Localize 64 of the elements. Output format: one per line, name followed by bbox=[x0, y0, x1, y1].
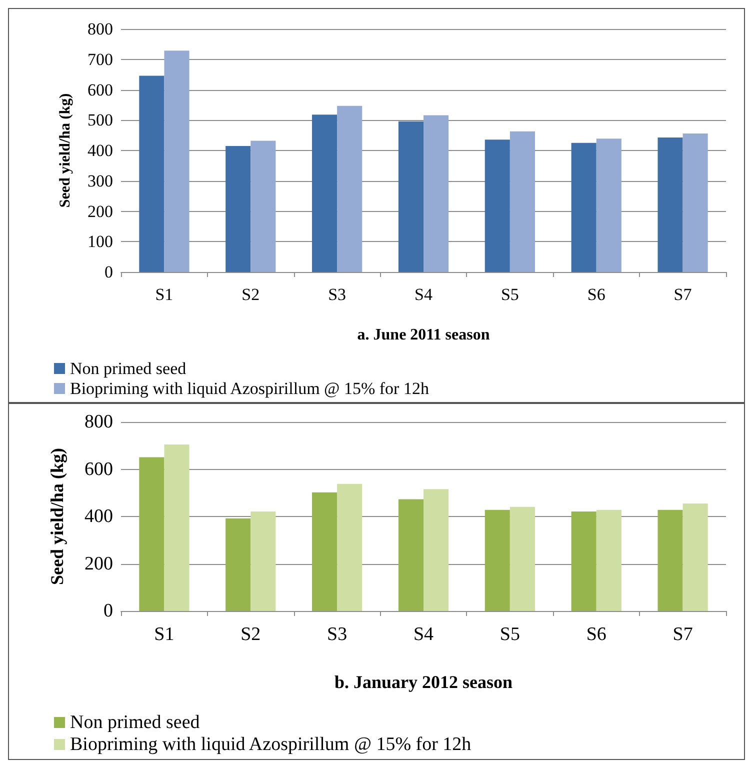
bar bbox=[424, 489, 449, 611]
bar bbox=[398, 499, 424, 611]
y-tick-label: 600 bbox=[84, 458, 113, 480]
x-tick-label: S4 bbox=[413, 624, 434, 645]
x-tick-label: S4 bbox=[414, 285, 433, 304]
legend-label: Biopriming with liquid Azospirillum @ 15% for 12h bbox=[70, 379, 430, 398]
y-tick-label: 400 bbox=[88, 141, 113, 160]
x-tick-label: S3 bbox=[327, 624, 348, 645]
bar bbox=[226, 146, 251, 272]
x-tick-label: S1 bbox=[154, 624, 174, 645]
bar bbox=[312, 492, 338, 611]
y-axis-title: Seed yield/ha (kg) bbox=[58, 93, 74, 208]
bar bbox=[484, 510, 510, 611]
bar bbox=[658, 137, 683, 272]
bar bbox=[337, 106, 362, 272]
x-tick-label: S6 bbox=[586, 624, 606, 645]
y-tick-label: 800 bbox=[84, 412, 113, 432]
bar bbox=[596, 510, 622, 611]
bar bbox=[682, 504, 708, 611]
bar bbox=[510, 131, 535, 272]
x-axis-title: b. January 2012 season bbox=[334, 672, 513, 692]
x-tick-label: S3 bbox=[328, 285, 346, 304]
x-axis-title: a. June 2011 season bbox=[357, 326, 490, 344]
bar bbox=[398, 121, 424, 272]
y-tick-label: 200 bbox=[88, 202, 113, 221]
bar bbox=[164, 50, 190, 272]
x-tick-label: S1 bbox=[155, 285, 174, 304]
x-tick-label: S7 bbox=[672, 624, 693, 645]
bar bbox=[571, 512, 596, 611]
legend-label: Non primed seed bbox=[70, 359, 187, 378]
y-tick-label: 100 bbox=[88, 232, 113, 252]
bar bbox=[226, 518, 251, 611]
y-tick-label: 800 bbox=[88, 20, 113, 38]
y-tick-label: 700 bbox=[88, 50, 113, 69]
bar bbox=[658, 510, 683, 611]
bar bbox=[571, 142, 596, 272]
y-tick-label: 200 bbox=[84, 553, 113, 574]
bar bbox=[337, 484, 362, 611]
y-tick-label: 0 bbox=[104, 262, 113, 282]
legend-label: Non primed seed bbox=[70, 712, 200, 733]
y-tick-label: 300 bbox=[88, 171, 113, 190]
bar bbox=[250, 140, 276, 272]
x-tick-label: S7 bbox=[674, 285, 692, 304]
bar bbox=[484, 140, 510, 272]
bar bbox=[139, 457, 164, 611]
y-tick-label: 0 bbox=[104, 600, 113, 622]
x-tick-label: S5 bbox=[500, 624, 520, 645]
bar bbox=[164, 444, 190, 611]
bar bbox=[139, 76, 164, 272]
y-tick-label: 600 bbox=[88, 80, 113, 100]
y-axis-title: Seed yield/ha (kg) bbox=[47, 448, 67, 586]
y-tick-label: 400 bbox=[84, 506, 113, 527]
y-tick-label: 500 bbox=[88, 110, 113, 130]
legend-label: Biopriming with liquid Azospirillum @ 15% for 12h bbox=[70, 734, 472, 755]
bar bbox=[250, 512, 276, 611]
bar bbox=[596, 138, 622, 272]
x-tick-label: S5 bbox=[500, 285, 519, 304]
bar bbox=[682, 133, 708, 272]
x-tick-label: S2 bbox=[240, 624, 261, 645]
x-tick-label: S2 bbox=[242, 285, 260, 304]
bar bbox=[510, 506, 535, 611]
bar bbox=[312, 114, 338, 272]
bar bbox=[424, 115, 449, 272]
x-tick-label: S6 bbox=[587, 285, 606, 304]
